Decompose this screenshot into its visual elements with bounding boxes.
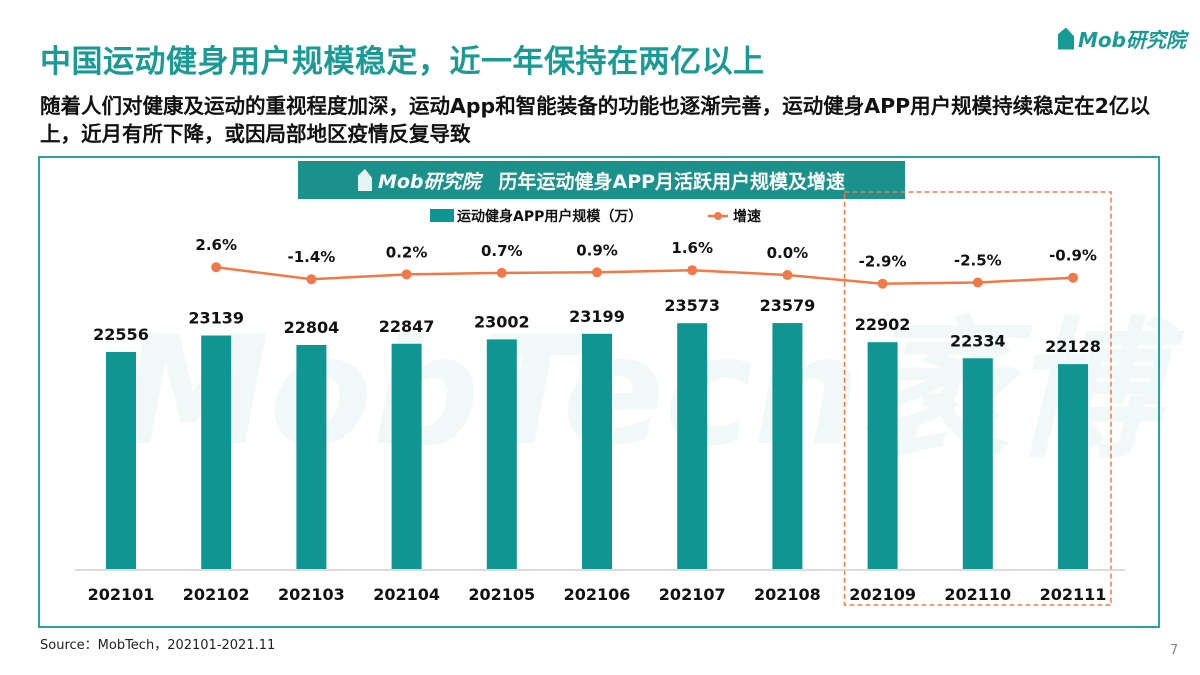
page-number: 7 [1170, 643, 1179, 658]
x-tick-label: 202106 [564, 585, 631, 604]
bar [296, 344, 327, 569]
chart-frame [38, 156, 1160, 628]
banner-logo-text: Mob研究院 [377, 170, 481, 193]
logo-icon [357, 169, 372, 191]
growth-value-label: 0.0% [767, 244, 809, 262]
growth-point [592, 267, 602, 278]
bar-value-label: 22804 [284, 318, 340, 337]
bar-value-label: 22334 [950, 331, 1006, 350]
legend-marker-line [714, 212, 722, 220]
legend-label-bar: 运动健身APP用户规模（万） [457, 208, 642, 225]
highlight-box [843, 191, 1112, 606]
growth-line [216, 265, 1074, 285]
x-tick-label: 202104 [373, 585, 440, 604]
growth-value-label: -0.9% [1049, 247, 1097, 265]
bar [867, 342, 898, 569]
x-tick-label: 202103 [278, 585, 345, 604]
x-tick-label: 202101 [88, 585, 155, 604]
growth-point [496, 267, 507, 278]
bar-value-label: 22847 [379, 317, 435, 336]
growth-value-label: 0.9% [576, 241, 618, 259]
bar-value-label: 23139 [188, 309, 244, 328]
bar [201, 335, 232, 569]
bar [772, 323, 803, 569]
x-tick-label: 202109 [849, 585, 916, 604]
logo-text: Mob研究院 [1078, 28, 1186, 52]
growth-value-label: 0.2% [386, 243, 428, 261]
growth-value-label: -2.5% [954, 252, 1002, 270]
growth-value-label: 2.6% [195, 236, 237, 254]
bar-value-label: 22556 [93, 325, 149, 344]
bar [582, 333, 612, 569]
growth-value-label: 1.6% [671, 239, 713, 257]
growth-point [306, 274, 317, 285]
bar-value-label: 22128 [1045, 337, 1101, 356]
bar [106, 352, 136, 569]
legend-swatch-bar [430, 209, 454, 222]
bar-value-label: 22902 [855, 315, 911, 334]
page-subtitle: 随着人们对健康及运动的重视程度加深，运动App和智能装备的功能也逐渐完善，运动健… [40, 94, 1150, 146]
bar [677, 323, 708, 569]
growth-point [877, 278, 888, 289]
bar [1058, 364, 1088, 569]
growth-point [687, 265, 698, 276]
growth-value-label: -2.9% [859, 253, 907, 271]
growth-value-label: -1.4% [287, 248, 335, 266]
x-tick-label: 202107 [659, 585, 726, 604]
x-tick-label: 202108 [754, 585, 821, 604]
bar-value-label: 23002 [474, 312, 530, 331]
x-tick-label: 202110 [944, 585, 1011, 604]
growth-point [782, 270, 793, 280]
x-tick-label: 202102 [183, 585, 250, 604]
growth-point [1068, 272, 1078, 283]
x-tick-label: 202105 [468, 585, 535, 604]
page-title: 中国运动健身用户规模稳定，近一年保持在两亿以上 [40, 44, 765, 80]
chart-title: 历年运动健身APP月活跃用户规模及增速 [498, 170, 846, 193]
bar-value-label: 23199 [569, 307, 625, 326]
mob-logo: Mob研究院 [1058, 24, 1186, 53]
bar-value-label: 23573 [664, 296, 720, 315]
legend-label-line: 增速 [733, 208, 761, 225]
x-tick-label: 202111 [1040, 585, 1107, 604]
chart-title-banner: Mob研究院 历年运动健身APP月活跃用户规模及增速 [298, 161, 905, 199]
bar-value-label: 23579 [760, 296, 816, 315]
source-note: Source：MobTech，202101-2021.11 [40, 638, 276, 653]
logo-icon [1058, 27, 1074, 50]
banner-logo: Mob研究院 [357, 167, 481, 194]
bar [962, 358, 993, 569]
growth-point [972, 277, 983, 288]
bar [486, 339, 517, 569]
growth-point [211, 262, 222, 273]
growth-value-label: 0.7% [481, 242, 523, 260]
growth-point [401, 269, 412, 280]
bar [391, 343, 422, 569]
